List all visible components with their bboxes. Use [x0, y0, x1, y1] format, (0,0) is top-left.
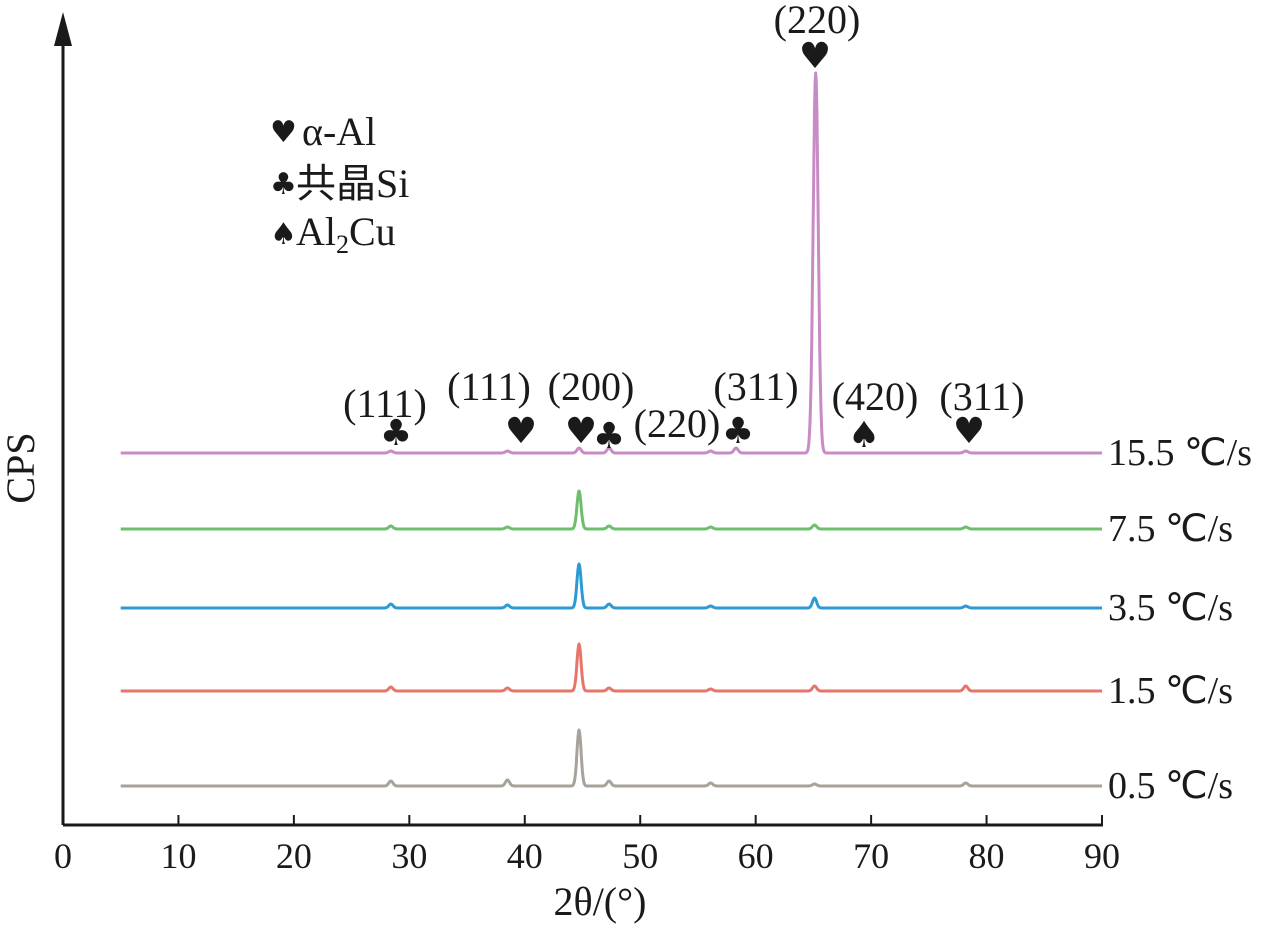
spade-icon: ♠ — [270, 217, 297, 252]
legend-al2cu-sub: 2 — [336, 230, 349, 259]
club-icon: ♣ — [722, 411, 754, 452]
peak-miller-index: (311) — [939, 374, 1024, 419]
x-tick-label: 60 — [738, 836, 774, 876]
series-label: 7.5 ℃/s — [1108, 508, 1233, 550]
series-label: 3.5 ℃/s — [1108, 587, 1233, 629]
peak-miller-index: (111) — [343, 381, 427, 426]
club-icon: ♣ — [380, 413, 412, 454]
series-line — [119, 489, 1103, 531]
x-tick-label: 70 — [853, 836, 889, 876]
legend-al2cu-suffix: Cu — [349, 209, 396, 254]
x-tick-label: 20 — [276, 836, 312, 876]
club-icon: ♣ — [270, 167, 297, 202]
peak-annotations: (111)♣(111)♥(200)♥ (220)♣(311)♣(220)♥(420… — [343, 0, 1024, 457]
peak-miller-index: (111) — [447, 364, 531, 409]
series-label: 1.5 ℃/s — [1108, 670, 1233, 712]
series-layer: 15.5 ℃/s 7.5 ℃/s 3.5 ℃/s 1.5 ℃/s 0.5 ℃/s — [119, 71, 1252, 807]
heart-icon: ♥ — [565, 411, 597, 452]
peak-miller-index: (420) — [832, 374, 919, 419]
x-tick-label: 50 — [622, 836, 658, 876]
heart-icon: ♥ — [270, 115, 297, 150]
legend: ♥ α-Al ♣ 共晶Si ♠ Al2Cu — [270, 109, 409, 259]
x-tick-label: 80 — [969, 836, 1005, 876]
legend-eutectic-si: 共晶Si — [296, 161, 409, 206]
x-tick-label: 40 — [507, 836, 543, 876]
series-line — [119, 642, 1103, 693]
x-tick-label: 10 — [160, 836, 196, 876]
x-tick-label: 0 — [54, 836, 72, 876]
legend-al2cu: Al2Cu — [296, 209, 396, 259]
x-ticks: 0 10 20 30 40 50 60 70 80 90 — [54, 815, 1120, 876]
series-line — [119, 728, 1103, 788]
x-tick-label: 30 — [391, 836, 427, 876]
x-axis-title: 2θ/(°) — [554, 879, 647, 924]
heart-icon: ♥ — [505, 411, 537, 452]
x-tick-label: 90 — [1084, 836, 1120, 876]
y-axis-title: CPS — [0, 432, 43, 503]
series-line — [119, 71, 1103, 455]
y-axis-arrow — [54, 12, 72, 46]
series-line — [119, 562, 1103, 610]
series-label: 15.5 ℃/s — [1108, 432, 1252, 474]
heart-icon: ♥ — [953, 411, 985, 452]
series-label: 0.5 ℃/s — [1108, 765, 1233, 807]
peak-miller-index: (200) — [548, 364, 635, 409]
heart-icon: ♥ — [799, 36, 831, 77]
peak-miller-index: (311) — [713, 364, 798, 409]
peak-miller-index: (220) — [774, 0, 861, 42]
spade-icon: ♠ — [848, 415, 880, 456]
peak-miller-index: (220) — [634, 401, 721, 446]
club-icon: ♣ — [593, 416, 625, 457]
legend-alpha-al: α-Al — [302, 109, 376, 154]
legend-al2cu-base: Al — [296, 209, 336, 254]
